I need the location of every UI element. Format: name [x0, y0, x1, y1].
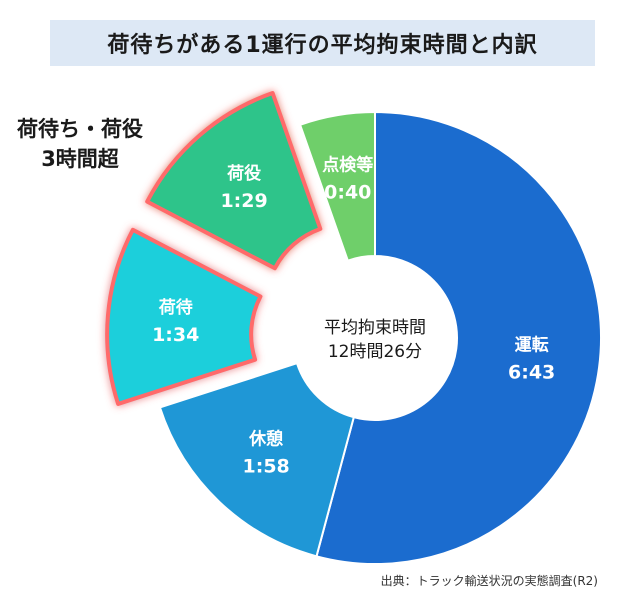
source-note: 出典：トラック輸送状況の実態調査(R2): [380, 574, 598, 588]
slice-value-2: 1:34: [152, 324, 199, 346]
slice-0: [315, 110, 602, 565]
slice-name-2: 荷待: [159, 297, 193, 318]
slice-value-0: 6:43: [508, 362, 555, 384]
chart-title: 荷待ちがある1運行の平均拘束時間と内訳: [107, 33, 538, 58]
highlight-callout: 荷待ち・荷役 3時間超: [0, 114, 160, 174]
slice-4: [298, 110, 376, 262]
slice-2: [105, 227, 263, 406]
slice-3: [145, 91, 323, 271]
center-label: 平均拘束時間: [324, 318, 426, 338]
slice-value-4: 0:40: [324, 181, 371, 203]
title-banner: 荷待ちがある1運行の平均拘束時間と内訳: [50, 20, 595, 66]
slice-value-1: 1:58: [243, 456, 290, 478]
slice-value-3: 1:29: [220, 190, 267, 212]
slice-name-1: 休憩: [248, 429, 283, 450]
slice-1: [158, 361, 356, 558]
slice-name-3: 荷役: [227, 163, 261, 184]
slice-name-4: 点検等: [322, 154, 373, 175]
center-value: 12時間26分: [328, 342, 422, 362]
slice-name-0: 運転: [515, 335, 549, 356]
callout-line-1: 荷待ち・荷役: [17, 117, 143, 141]
callout-line-2: 3時間超: [41, 147, 119, 171]
